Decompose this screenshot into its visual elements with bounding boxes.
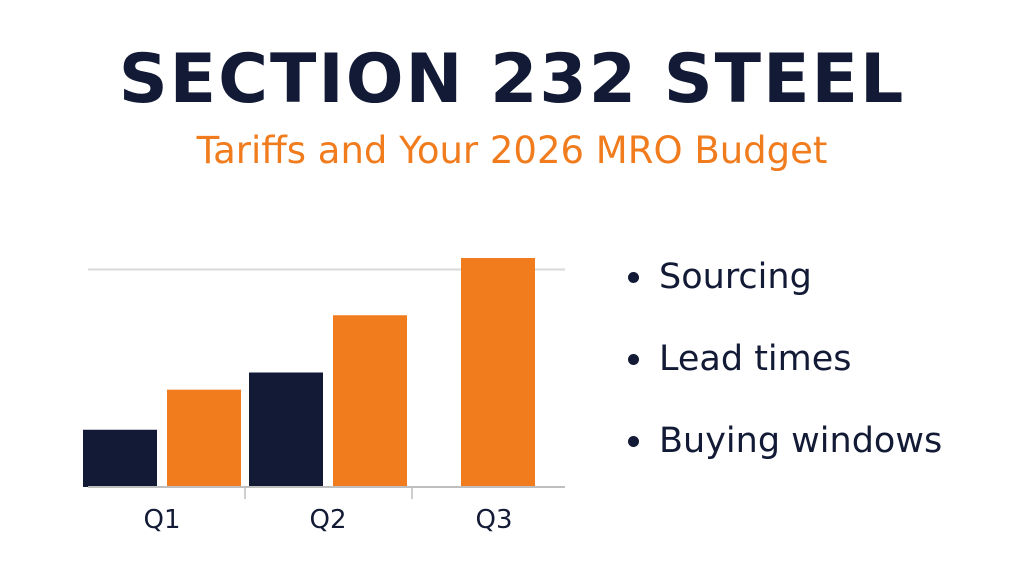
bar-q3-orange [461, 258, 535, 487]
bullet-item-buying-windows: Buying windows [628, 416, 942, 466]
bullet-list: Sourcing Lead times Buying windows [628, 252, 942, 498]
bullet-dot-icon [628, 353, 639, 365]
bullet-item-lead-times: Lead times [628, 334, 942, 384]
bullet-label: Sourcing [659, 257, 812, 297]
bar-q1-orange [167, 389, 241, 487]
bullet-label: Lead times [659, 339, 852, 379]
bar-q2-orange [333, 315, 407, 487]
bar-q2-navy [249, 372, 323, 487]
bar-q1-navy [83, 429, 157, 487]
slide-subtitle: Tariffs and Your 2026 MRO Budget [196, 129, 828, 172]
x-tick-label: Q3 [475, 505, 512, 535]
bullet-item-sourcing: Sourcing [628, 252, 942, 302]
bullet-dot-icon [628, 271, 639, 283]
x-tick-label: Q1 [143, 505, 180, 535]
x-tick-label: Q2 [309, 505, 346, 535]
bullet-dot-icon [628, 435, 639, 447]
slide-title: SECTION 232 STEEL [118, 40, 906, 119]
bullet-label: Buying windows [659, 421, 943, 461]
